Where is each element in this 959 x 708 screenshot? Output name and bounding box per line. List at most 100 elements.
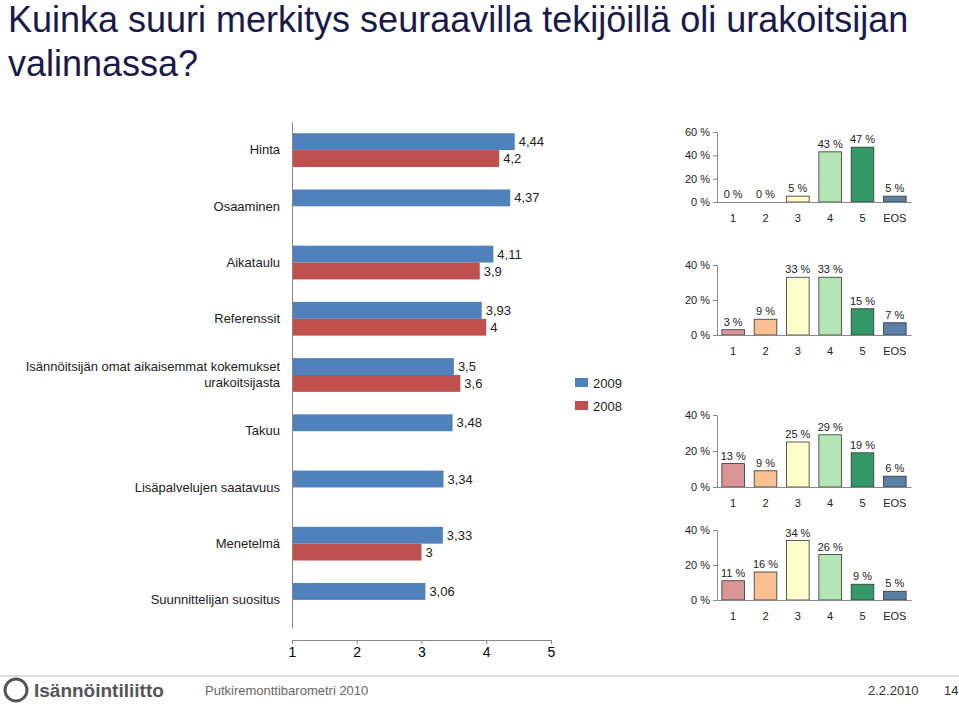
bar	[851, 309, 874, 335]
footer-source: Putkiremonttibarometri 2010	[205, 683, 368, 698]
logo: Isännöintiliitto	[5, 679, 164, 701]
tick: 40 %	[685, 149, 717, 161]
bar	[819, 435, 842, 487]
data-label: 4,44	[519, 134, 544, 149]
category-tick: 2	[762, 600, 768, 622]
category-tick: 4	[827, 487, 833, 509]
data-label: 3,9	[484, 264, 502, 279]
tick: 4	[483, 640, 491, 660]
axis-line	[718, 487, 912, 488]
bar	[819, 152, 842, 202]
data-label: 3,48	[457, 415, 482, 430]
category-label: Osaaminen	[214, 198, 280, 213]
tick-label: 40 %	[685, 524, 710, 536]
data-label: 6 %	[885, 462, 904, 474]
data-label: 9 %	[853, 570, 872, 582]
bar	[754, 202, 777, 203]
y-axis: 0 %20 %40 %	[685, 259, 718, 341]
category-tick: EOS	[883, 600, 906, 622]
y-axis: 0 %20 %40 %	[685, 524, 718, 606]
bar	[722, 202, 745, 203]
x-axis: 12345EOS	[718, 487, 912, 509]
axis-line	[718, 600, 912, 601]
bar	[292, 189, 510, 206]
category-tick: Suunnittelijan suositus	[151, 592, 292, 607]
category-label: 1	[730, 610, 736, 622]
bar	[292, 319, 486, 336]
tick-label: 60 %	[685, 126, 710, 138]
category-label: Takuu	[245, 423, 280, 438]
tick-label: 5	[548, 644, 556, 660]
legend-item: 2008	[575, 399, 622, 414]
bar	[292, 358, 454, 375]
tick-mark	[713, 415, 717, 416]
tick-mark	[713, 300, 717, 301]
category-label: Aikataulu	[227, 255, 280, 270]
bar	[722, 581, 745, 600]
data-label: 3,6	[464, 376, 482, 391]
category-tick: 2	[762, 202, 768, 224]
data-label: 4	[490, 320, 497, 335]
tick-label: 0 %	[691, 329, 710, 341]
tick-mark	[713, 265, 717, 266]
category-tick: Isännöitsijän omat aikaisemmat kokemukse…	[26, 359, 292, 390]
bar	[819, 277, 842, 335]
category-tick: 4	[827, 335, 833, 357]
bar	[819, 555, 842, 601]
tick-label: 20 %	[685, 445, 710, 457]
legend-label: 2008	[593, 399, 622, 414]
tick-label: 2	[353, 644, 361, 660]
category-tick: 5	[859, 335, 865, 357]
bar	[754, 471, 777, 487]
tick-mark	[713, 487, 717, 488]
data-label: 26 %	[818, 541, 843, 553]
axis-line	[718, 202, 912, 203]
category-label: 2	[762, 610, 768, 622]
tick-mark	[713, 530, 717, 531]
category-label: 1	[730, 345, 736, 357]
tick-label: 40 %	[685, 409, 710, 421]
category-label: EOS	[883, 497, 906, 509]
tick: 20 %	[685, 559, 717, 571]
category-label: 4	[827, 212, 833, 224]
category-label: 4	[827, 345, 833, 357]
data-label: 5 %	[885, 182, 904, 194]
bar	[884, 323, 907, 335]
tick-label: 40 %	[685, 259, 710, 271]
data-label: 15 %	[850, 295, 875, 307]
tick-mark	[713, 155, 717, 156]
category-tick: 3	[795, 600, 801, 622]
category-tick: 1	[730, 487, 736, 509]
category-label: 4	[827, 497, 833, 509]
title: Kuinka suuri merkitys seuraavilla tekijö…	[8, 0, 908, 84]
bar	[292, 246, 493, 263]
data-label: 3 %	[724, 316, 743, 328]
tick-mark	[713, 335, 717, 336]
category-label: 5	[859, 610, 865, 622]
data-label: 3,93	[486, 303, 511, 318]
slide: Kuinka suuri merkitys seuraavilla tekijö…	[0, 0, 959, 708]
legend-item: 2009	[575, 376, 622, 391]
data-label: 43 %	[818, 138, 843, 150]
data-label: 13 %	[721, 450, 746, 462]
logo-icon	[5, 679, 27, 701]
tick-label: 4	[483, 644, 491, 660]
category-tick: Lisäpalvelujen saatavuus	[135, 480, 292, 495]
bar	[292, 414, 453, 431]
category-label: Isännöitsijän omat aikaisemmat kokemukse…	[26, 359, 281, 390]
tick-label: 0 %	[691, 481, 710, 493]
data-labels: 11 %16 %34 %26 %9 %5 %	[721, 527, 904, 590]
category-tick: 3	[795, 487, 801, 509]
y-axis: HintaOsaaminenAikatauluReferenssitIsännö…	[26, 123, 293, 629]
data-label: 3,34	[448, 472, 473, 487]
category-tick: 5	[859, 600, 865, 622]
bar	[884, 476, 907, 487]
axis-line	[713, 416, 718, 488]
bar	[787, 442, 810, 487]
category-tick: 1	[730, 202, 736, 224]
distribution-chart: 0 %0 %5 %43 %47 %5 %0 %20 %40 %60 %12345…	[685, 126, 912, 224]
tick: 5	[548, 640, 556, 660]
category-tick: EOS	[883, 335, 906, 357]
category-tick: Referenssit	[214, 311, 292, 326]
bar	[292, 150, 499, 167]
